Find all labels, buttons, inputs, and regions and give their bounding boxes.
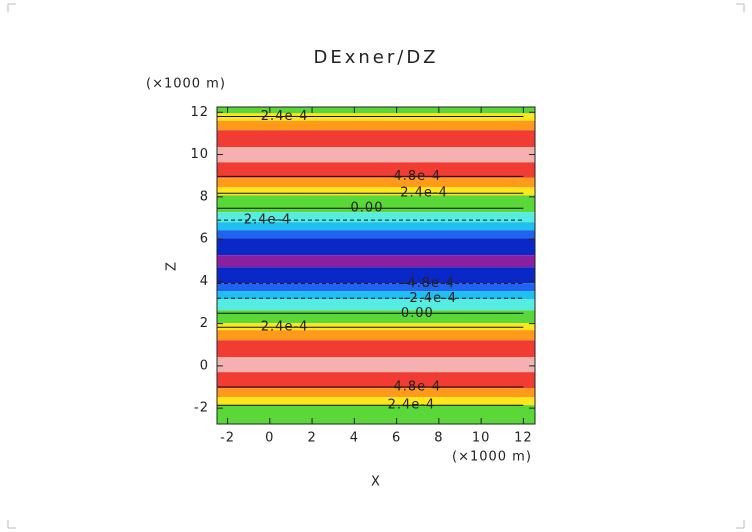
contour-band bbox=[217, 238, 535, 256]
x-tick-label: 4 bbox=[350, 431, 359, 446]
contour-label: -2.4e-4 bbox=[238, 213, 291, 228]
contour-band bbox=[217, 230, 535, 239]
y-tick-label: 2 bbox=[200, 316, 209, 331]
plot-frame bbox=[216, 106, 536, 425]
contour-label: 4.8e-4 bbox=[393, 380, 441, 395]
contour-label: 2.4e-4 bbox=[261, 320, 309, 335]
y-unit: (×1000 m) bbox=[146, 77, 226, 92]
contour-band bbox=[217, 388, 535, 398]
x-tick-label: 6 bbox=[392, 431, 401, 446]
x-tick-label: 0 bbox=[265, 431, 274, 446]
y-tick-label: 4 bbox=[200, 274, 209, 289]
x-axis-label: X bbox=[371, 475, 381, 490]
contour-band bbox=[217, 397, 535, 406]
y-axis-label: Z bbox=[165, 261, 180, 271]
contour-band bbox=[217, 187, 535, 196]
x-tick-label: 8 bbox=[434, 431, 443, 446]
contour-band bbox=[217, 162, 535, 178]
chart-title: DExner/DZ bbox=[313, 47, 438, 68]
y-tick-label: 12 bbox=[190, 105, 209, 120]
x-tick-label: 2 bbox=[307, 431, 316, 446]
contour-band bbox=[217, 299, 535, 311]
x-tick-label: -2 bbox=[220, 431, 235, 446]
contour-band bbox=[217, 177, 535, 188]
contour-band bbox=[217, 267, 535, 284]
contour-label: 4.8e-4 bbox=[393, 169, 441, 184]
contour-band bbox=[217, 255, 535, 268]
contour-band bbox=[217, 357, 535, 373]
contour-label: 2.4e-4 bbox=[400, 186, 448, 201]
contour-label: 2.4e-4 bbox=[388, 398, 436, 413]
contour-band bbox=[217, 372, 535, 389]
x-tick-label: 10 bbox=[472, 431, 491, 446]
contour-band bbox=[217, 291, 535, 300]
contour-band bbox=[217, 130, 535, 148]
y-tick-label: -2 bbox=[194, 401, 209, 416]
contour-band bbox=[217, 147, 535, 163]
contour-band bbox=[217, 222, 535, 231]
y-tick-label: 6 bbox=[200, 232, 209, 247]
x-unit: (×1000 m) bbox=[452, 450, 532, 465]
y-tick-label: 10 bbox=[190, 147, 209, 162]
x-tick-label: 12 bbox=[514, 431, 533, 446]
contour-band bbox=[217, 120, 535, 131]
contour-label: -2.4e-4 bbox=[404, 291, 457, 306]
contour-band bbox=[217, 340, 535, 358]
y-tick-label: 0 bbox=[200, 358, 209, 373]
contour-band bbox=[217, 113, 535, 121]
page-corners bbox=[7, 3, 745, 529]
contour-label: -4.8e-4 bbox=[402, 276, 455, 291]
contour-label: 0.00 bbox=[401, 306, 434, 321]
contour-label: 0.00 bbox=[351, 201, 384, 216]
contour-band bbox=[217, 107, 535, 114]
y-tick-label: 8 bbox=[200, 189, 209, 204]
contour-band bbox=[217, 323, 535, 331]
contour-band bbox=[217, 405, 535, 424]
contour-band bbox=[217, 212, 535, 223]
contour-band bbox=[217, 330, 535, 341]
contour-band bbox=[217, 283, 535, 292]
contour-label: 2.4e-4 bbox=[261, 109, 309, 124]
